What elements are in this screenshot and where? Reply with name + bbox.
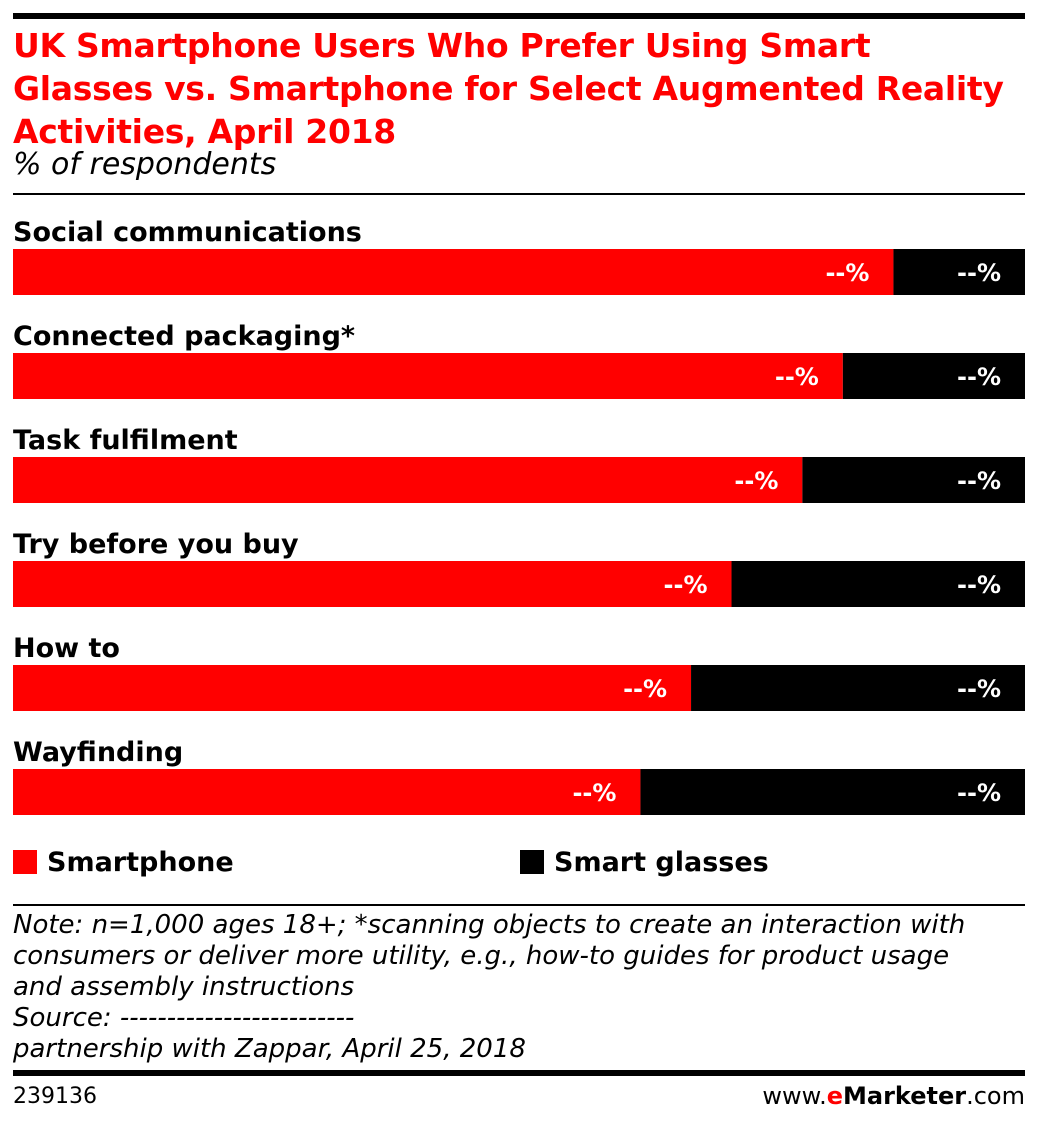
legend-item-smart-glasses: Smart glasses [520, 845, 769, 879]
title-line-2: Glasses vs. Smartphone for Select Augmen… [13, 69, 1004, 108]
category-label-wayfinding: Wayfinding [13, 737, 183, 768]
legend-item-smartphone: Smartphone [13, 845, 234, 879]
note-line-1: Note: n=1,000 ages 18+; *scanning object… [13, 910, 966, 940]
bar-smart-glasses-connected-packaging [842, 353, 1025, 399]
legend-swatch-smart-glasses [520, 850, 544, 874]
category-label-social-communications: Social communications [13, 217, 362, 248]
bar-smartphone-try-before-you-buy [13, 561, 732, 607]
data-label-smartphone-how-to: --% [623, 675, 667, 703]
bar-smartphone-wayfinding [13, 769, 641, 815]
data-label-smartphone-wayfinding: --% [572, 779, 616, 807]
note-line-2: consumers or deliver more utility, e.g.,… [13, 941, 950, 971]
data-label-smart-glasses-try-before-you-buy: --% [957, 571, 1001, 599]
data-label-smartphone-task-fulfilment: --% [734, 467, 778, 495]
data-label-smart-glasses-how-to: --% [957, 675, 1001, 703]
data-label-smart-glasses-task-fulfilment: --% [957, 467, 1001, 495]
bar-smartphone-task-fulfilment [13, 457, 803, 503]
chart-id: 239136 [13, 1084, 97, 1109]
brand-suffix: .com [966, 1082, 1025, 1110]
data-label-smart-glasses-connected-packaging: --% [957, 363, 1001, 391]
note-line-3: and assembly instructions [13, 972, 355, 1002]
category-label-connected-packaging: Connected packaging* [13, 321, 355, 352]
bar-smartphone-connected-packaging [13, 353, 843, 399]
brand-e: e [826, 1082, 844, 1110]
chart-note: Note: n=1,000 ages 18+; *scanning object… [13, 910, 1028, 1065]
brand-name: Marketer [843, 1082, 967, 1110]
title-rule [13, 193, 1025, 195]
note-rule [13, 904, 1025, 906]
bar-smart-glasses-task-fulfilment [802, 457, 1025, 503]
bar-smart-glasses-wayfinding [640, 769, 1025, 815]
bar-smart-glasses-try-before-you-buy [731, 561, 1025, 607]
legend-label-smartphone: Smartphone [47, 846, 234, 878]
category-label-try-before-you-buy: Try before you buy [13, 529, 299, 560]
category-label-task-fulfilment: Task fulfilment [13, 425, 238, 456]
bottom-rule [13, 1070, 1025, 1076]
brand-prefix: www. [762, 1082, 827, 1110]
title-line-1: UK Smartphone Users Who Prefer Using Sma… [13, 26, 871, 65]
title-line-3: Activities, April 2018 [13, 112, 396, 151]
brand-link[interactable]: www.eMarketer.com [762, 1082, 1025, 1110]
legend-swatch-smartphone [13, 850, 37, 874]
chart-subtitle: % of respondents [13, 147, 277, 182]
data-label-smart-glasses-social-communications: --% [957, 259, 1001, 287]
data-label-smartphone-social-communications: --% [825, 259, 869, 287]
top-rule [13, 13, 1025, 19]
bar-smart-glasses-how-to [691, 665, 1025, 711]
data-label-smartphone-connected-packaging: --% [775, 363, 819, 391]
bar-smartphone-social-communications [13, 249, 894, 295]
source-line: Source: ------------------------- [13, 1003, 355, 1033]
bar-smart-glasses-social-communications [893, 249, 1025, 295]
data-label-smartphone-try-before-you-buy: --% [664, 571, 708, 599]
chart-title: UK Smartphone Users Who Prefer Using Sma… [13, 24, 1028, 153]
source-line-2: partnership with Zappar, April 25, 2018 [13, 1034, 526, 1064]
data-label-smart-glasses-wayfinding: --% [957, 779, 1001, 807]
category-label-how-to: How to [13, 633, 120, 664]
legend-label-smart-glasses: Smart glasses [554, 846, 769, 878]
bar-smartphone-how-to [13, 665, 692, 711]
